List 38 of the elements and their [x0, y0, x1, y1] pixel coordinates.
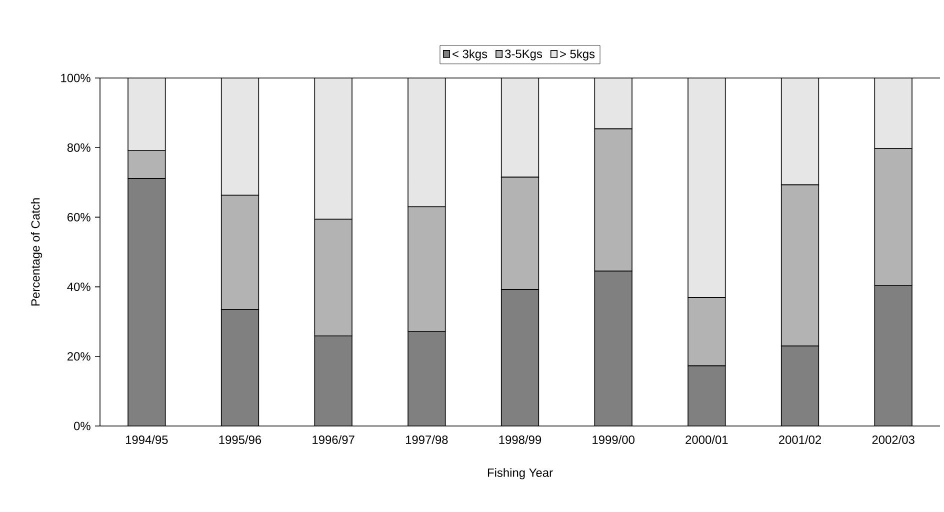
bar [221, 309, 259, 426]
x-tick-label: 1994/95 [126, 435, 168, 444]
y-tick-label: 40% [67, 282, 90, 292]
x-tick-label: 2002/03 [872, 435, 914, 444]
x-tick-label: 1998/99 [499, 435, 542, 444]
bar [220, 78, 260, 196]
bar [594, 78, 632, 130]
x-tick-label: 1999/00 [592, 435, 634, 444]
bar [780, 78, 820, 186]
bar [688, 78, 726, 298]
y-tick-label: 0% [74, 422, 90, 430]
bar [500, 78, 540, 178]
bar [128, 78, 166, 151]
bar [408, 78, 446, 208]
legend-label: 3-5Kgs [505, 50, 542, 60]
legend-label: > 5kgs [560, 49, 595, 61]
x-axis-title: Fishing Year [488, 468, 553, 480]
x-tick-label: 2000/01 [686, 435, 728, 444]
y-tick-label: 80% [67, 143, 90, 152]
bar [501, 290, 539, 426]
bar [314, 78, 352, 220]
x-tick-label: 2001/02 [778, 435, 822, 444]
bar [128, 178, 166, 426]
y-tick-label: 60% [67, 212, 90, 222]
x-tick-label: 1996/97 [312, 435, 354, 444]
bar [874, 78, 912, 150]
bar [874, 285, 912, 426]
bar [408, 331, 446, 426]
bar [314, 336, 352, 426]
y-axis-title: Percentage of Catch [30, 198, 42, 306]
bar [688, 366, 726, 426]
bar [781, 346, 819, 426]
x-tick-label: 1997/98 [406, 435, 448, 444]
y-tick-label: 20% [67, 352, 90, 361]
legend-label: < 3kgs [452, 49, 488, 61]
bar [594, 271, 632, 426]
x-tick-label: 1995/96 [219, 435, 262, 444]
y-tick-label: 100% [61, 74, 90, 82]
